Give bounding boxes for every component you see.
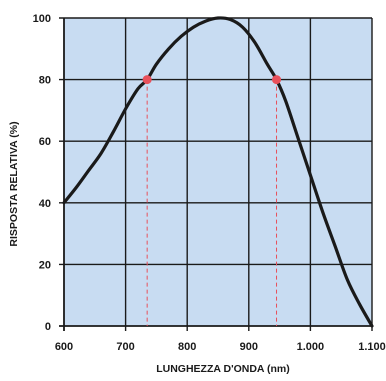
y-tick-label: 40 <box>39 198 51 210</box>
y-tick-label: 80 <box>39 75 51 87</box>
series-line <box>62 16 374 328</box>
y-tick-label: 60 <box>39 136 51 148</box>
y-tick-label: 100 <box>33 13 51 25</box>
x-tick-label: 700 <box>116 341 134 353</box>
marker-guides <box>146 79 278 326</box>
x-tick-label: 800 <box>178 341 196 353</box>
y-axis-label: RISPOSTA RELATIVA (%) <box>8 121 20 246</box>
x-axis-label: LUNGHEZZA D'ONDA (nm) <box>156 363 290 375</box>
x-tick-labels: 600 700 800 900 1.000 1.100 <box>55 341 386 353</box>
x-tick-label: 600 <box>55 341 73 353</box>
data-marker-1 <box>142 75 152 85</box>
plot-background <box>64 18 372 326</box>
data-marker-2 <box>272 75 282 85</box>
y-tick-label: 20 <box>39 259 51 271</box>
x-tick-label: 1.000 <box>297 341 325 353</box>
y-tick-labels: 0 20 40 60 80 100 <box>33 13 51 333</box>
data-markers <box>142 75 282 85</box>
x-tick-label: 900 <box>240 341 258 353</box>
y-tick-label: 0 <box>45 321 51 333</box>
x-tick-label: 1.100 <box>358 341 386 353</box>
